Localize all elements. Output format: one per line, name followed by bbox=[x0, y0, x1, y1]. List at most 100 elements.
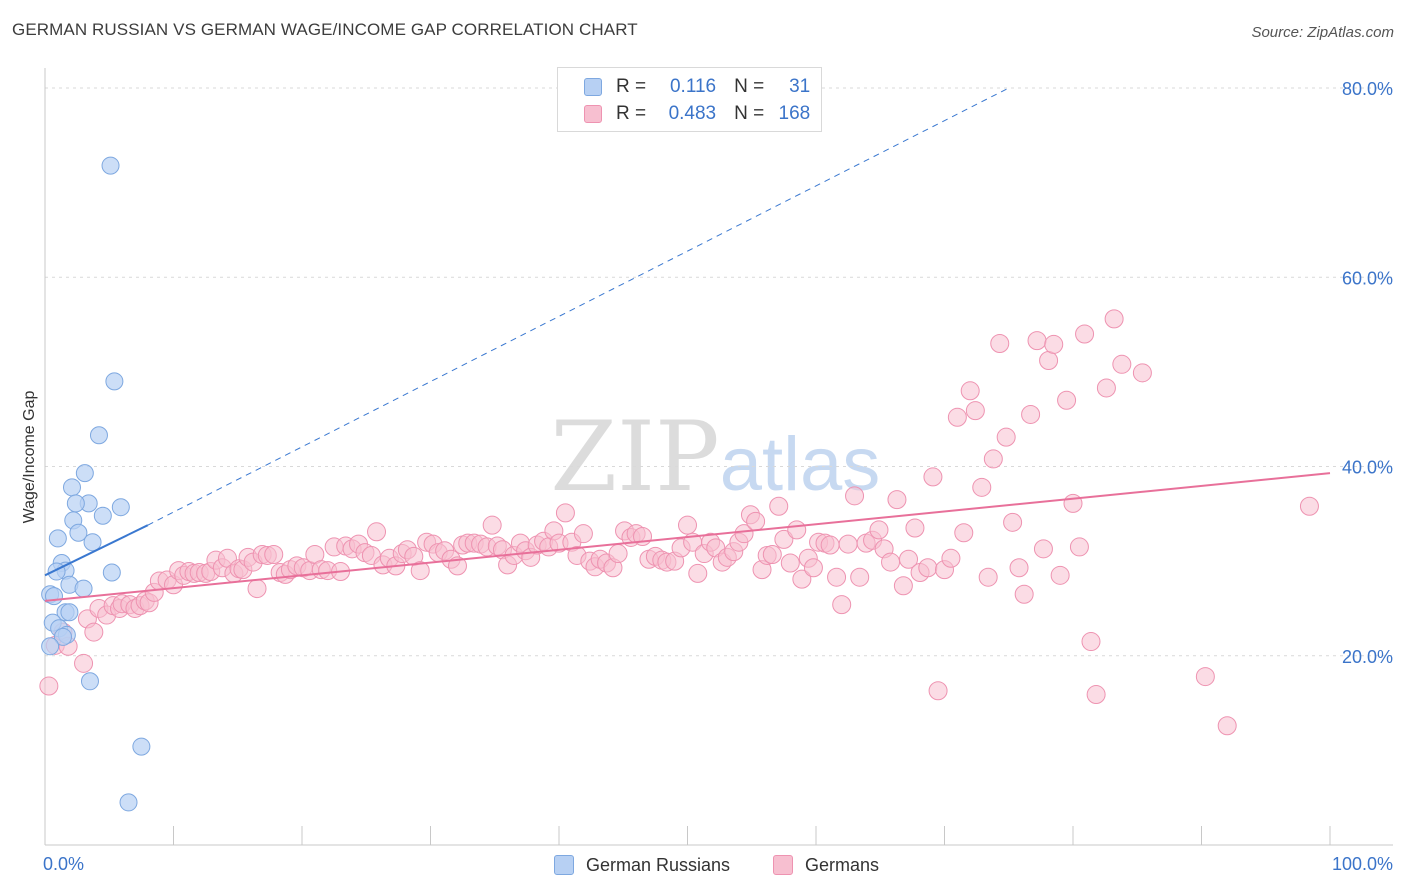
data-point-germans bbox=[996, 427, 1016, 447]
data-point-german-russians bbox=[83, 533, 102, 552]
data-point-germans bbox=[1299, 496, 1319, 516]
y-axis-label: Wage/Income Gap bbox=[21, 391, 38, 524]
data-point-german-russians bbox=[80, 672, 99, 691]
data-point-germans bbox=[960, 381, 980, 401]
watermark-zip: ZIP bbox=[550, 401, 719, 513]
data-point-germans bbox=[899, 549, 919, 569]
data-point-german-russians bbox=[93, 506, 112, 525]
data-point-germans bbox=[482, 515, 502, 535]
source-label: Source: ZipAtlas.com bbox=[1251, 24, 1394, 41]
data-point-german-russians bbox=[66, 494, 85, 513]
data-point-german-russians bbox=[74, 579, 93, 598]
r-label: R = bbox=[616, 76, 647, 97]
legend-label: German Russians bbox=[586, 854, 731, 875]
data-point-germans bbox=[1021, 404, 1041, 424]
data-point-germans bbox=[845, 486, 865, 506]
data-point-germans bbox=[74, 653, 94, 673]
y-tick-label: 80.0% bbox=[1342, 79, 1393, 99]
data-point-germans bbox=[918, 558, 938, 578]
data-point-germans bbox=[608, 544, 628, 564]
data-point-german-russians bbox=[75, 464, 94, 483]
stats-row-german-russians: R = 0.116 N = 31 bbox=[584, 75, 810, 99]
data-point-german-russians bbox=[60, 603, 79, 622]
data-point-germans bbox=[39, 676, 59, 696]
data-point-germans bbox=[762, 545, 782, 565]
n-value: 31 bbox=[789, 76, 811, 97]
x-tick-label: 0.0% bbox=[43, 854, 84, 874]
data-point-germans bbox=[1132, 363, 1152, 383]
data-point-germans bbox=[1057, 390, 1077, 410]
data-point-germans bbox=[928, 681, 948, 701]
data-point-german-russians bbox=[102, 563, 121, 582]
data-point-germans bbox=[905, 518, 925, 538]
y-tick-label: 60.0% bbox=[1342, 268, 1393, 288]
data-point-germans bbox=[1217, 716, 1237, 736]
data-point-germans bbox=[769, 496, 789, 516]
pink-swatch bbox=[773, 855, 793, 875]
legend-label: Germans bbox=[805, 854, 880, 875]
data-point-germans bbox=[1104, 309, 1124, 329]
legend-item-german-russians: German Russians bbox=[554, 852, 730, 878]
data-point-germans bbox=[827, 567, 847, 587]
data-point-germans bbox=[923, 467, 943, 487]
data-point-germans bbox=[832, 595, 852, 615]
data-point-germans bbox=[367, 522, 387, 542]
data-point-germans bbox=[792, 569, 812, 589]
n-value: 168 bbox=[778, 103, 811, 124]
data-point-germans bbox=[678, 515, 697, 535]
blue-swatch bbox=[584, 78, 602, 96]
r-value: 0.483 bbox=[668, 103, 717, 124]
stats-legend: R = 0.116 N = 31 R = 0.483 N = 168 bbox=[557, 67, 822, 132]
data-point-german-russians bbox=[62, 478, 81, 497]
trend-line-extension-german-russians bbox=[147, 87, 1009, 526]
data-point-german-russians bbox=[111, 498, 130, 517]
data-point-germans bbox=[965, 401, 985, 421]
data-point-germans bbox=[410, 561, 430, 581]
stats-row-germans: R = 0.483 N = 168 bbox=[584, 102, 810, 126]
data-point-germans bbox=[746, 511, 766, 531]
data-point-germans bbox=[838, 534, 858, 554]
data-point-germans bbox=[1014, 584, 1034, 604]
data-point-germans bbox=[887, 490, 907, 510]
y-tick-label: 40.0% bbox=[1342, 458, 1393, 478]
data-point-germans bbox=[1069, 537, 1089, 557]
data-point-germans bbox=[869, 520, 889, 540]
data-point-german-russians bbox=[44, 587, 63, 606]
data-point-germans bbox=[803, 558, 823, 578]
data-point-germans bbox=[972, 477, 992, 497]
data-point-germans bbox=[780, 553, 800, 573]
data-point-germans bbox=[1033, 539, 1053, 559]
data-point-germans bbox=[84, 622, 104, 642]
pink-swatch bbox=[584, 105, 602, 123]
data-point-germans bbox=[1050, 565, 1070, 585]
n-label: N = bbox=[734, 103, 765, 124]
r-label: R = bbox=[616, 103, 647, 124]
data-point-germans bbox=[893, 576, 913, 596]
data-point-german-russians bbox=[69, 523, 88, 542]
data-point-germans bbox=[1039, 351, 1059, 371]
data-point-germans bbox=[555, 503, 575, 523]
data-point-german-russians bbox=[101, 156, 120, 175]
data-point-germans bbox=[990, 333, 1010, 353]
data-point-germans bbox=[941, 548, 961, 568]
data-point-germans bbox=[947, 407, 967, 427]
data-point-germans bbox=[787, 520, 807, 540]
data-point-germans bbox=[983, 449, 1003, 469]
data-point-german-russians bbox=[132, 737, 151, 756]
data-point-germans bbox=[1044, 334, 1064, 354]
x-tick-label: 100.0% bbox=[1332, 854, 1393, 874]
data-point-german-russians bbox=[105, 372, 124, 391]
data-point-germans bbox=[954, 523, 974, 543]
data-point-germans bbox=[688, 563, 708, 583]
data-point-germans bbox=[850, 567, 870, 587]
data-point-germans bbox=[247, 579, 267, 599]
data-point-german-russians bbox=[89, 426, 108, 445]
data-point-germans bbox=[774, 529, 794, 549]
data-point-germans bbox=[734, 524, 754, 544]
data-point-german-russians bbox=[48, 529, 67, 548]
data-point-germans bbox=[1195, 667, 1215, 687]
data-point-germans bbox=[820, 535, 840, 555]
r-value: 0.116 bbox=[669, 76, 717, 97]
data-point-german-russians bbox=[53, 627, 72, 646]
